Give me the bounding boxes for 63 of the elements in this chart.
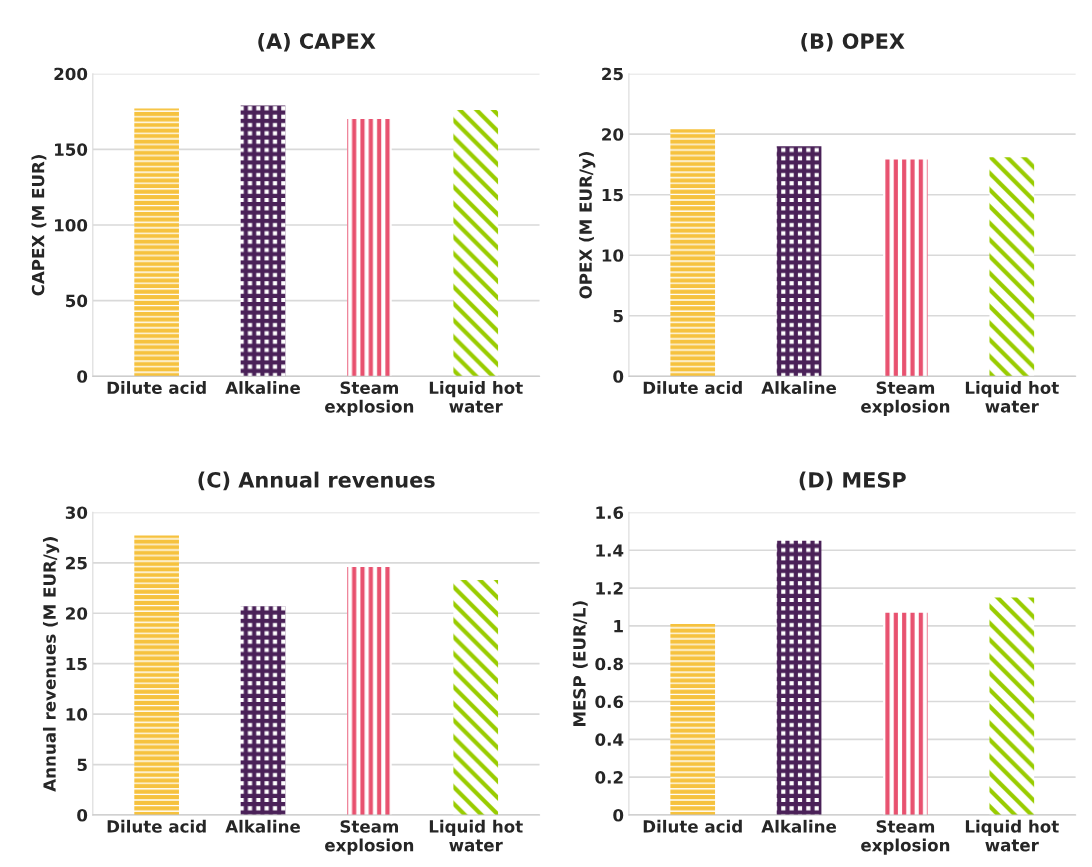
- bar: [883, 612, 928, 815]
- y-axis-title: Annual revenues (M EUR/y): [42, 537, 60, 792]
- chart-title: (D) MESP: [799, 471, 906, 491]
- x-tick-label: Dilute acid: [107, 819, 206, 833]
- bar: [989, 157, 1035, 377]
- bar: [776, 540, 822, 815]
- y-axis-title: MESP (EUR/L): [572, 601, 588, 727]
- y-tick-label: 5: [77, 758, 87, 772]
- x-tick-label: Liquid hot water: [965, 381, 1059, 413]
- y-tick-label: 10: [602, 249, 624, 262]
- y-tick-label: 150: [55, 143, 88, 156]
- y-tick-label: 0.6: [595, 695, 624, 709]
- bar: [883, 159, 928, 377]
- x-tick-label: Steam explosion: [325, 820, 414, 855]
- bar: [989, 597, 1035, 815]
- bar: [134, 535, 179, 815]
- y-tick-label: 0.8: [595, 657, 623, 671]
- x-tick-label: Steam explosion: [861, 381, 950, 416]
- y-tick-label: 30: [65, 506, 88, 519]
- y-tick-label: 1.2: [596, 582, 623, 595]
- y-tick-label: 50: [66, 294, 88, 308]
- x-tick-label: Alkaline: [225, 819, 300, 833]
- bar: [776, 146, 822, 377]
- x-tick-label: Dilute acid: [107, 381, 206, 395]
- y-tick-label: 0.2: [595, 771, 623, 784]
- chart-title: (A) CAPEX: [258, 32, 376, 52]
- y-tick-label: 15: [602, 188, 623, 202]
- y-tick-label: 0.4: [595, 733, 624, 746]
- x-tick-label: Alkaline: [225, 381, 300, 395]
- x-tick-label: Liquid hot water: [429, 381, 523, 413]
- y-tick-label: 5: [613, 309, 623, 323]
- x-tick-label: Dilute acid: [643, 381, 742, 395]
- y-tick-label: 20: [602, 128, 624, 141]
- x-tick-label: Steam explosion: [861, 820, 950, 855]
- y-tick-label: 1: [614, 620, 623, 633]
- y-tick-label: 25: [602, 67, 623, 81]
- y-tick-label: 0: [613, 808, 624, 822]
- bar: [670, 623, 716, 815]
- chart-title: (B) OPEX: [801, 32, 905, 52]
- y-tick-label: 0: [613, 370, 624, 383]
- y-tick-label: 200: [54, 67, 88, 81]
- x-tick-label: Alkaline: [761, 381, 837, 395]
- y-tick-label: 15: [66, 657, 87, 671]
- y-tick-label: 25: [66, 556, 87, 570]
- bar: [453, 579, 499, 815]
- x-tick-label: Liquid hot water: [429, 819, 523, 852]
- bar: [670, 129, 716, 377]
- y-tick-label: 0: [77, 370, 88, 383]
- x-tick-label: Alkaline: [761, 819, 837, 833]
- bar: [347, 566, 392, 815]
- x-tick-label: Liquid hot water: [965, 819, 1059, 852]
- y-tick-label: 1.6: [596, 506, 624, 519]
- x-tick-label: Dilute acid: [643, 819, 742, 833]
- y-tick-label: 20: [66, 607, 88, 620]
- bar: [240, 606, 286, 815]
- chart-title: (C) Annual revenues: [198, 471, 435, 491]
- y-tick-label: 0: [77, 808, 88, 822]
- y-axis-title: CAPEX (M EUR): [31, 155, 47, 296]
- y-tick-label: 1.4: [596, 544, 624, 557]
- y-tick-label: 100: [55, 218, 88, 232]
- y-axis-title: OPEX (M EUR/y): [579, 152, 596, 299]
- y-tick-label: 10: [66, 708, 88, 721]
- x-tick-label: Steam explosion: [325, 381, 414, 416]
